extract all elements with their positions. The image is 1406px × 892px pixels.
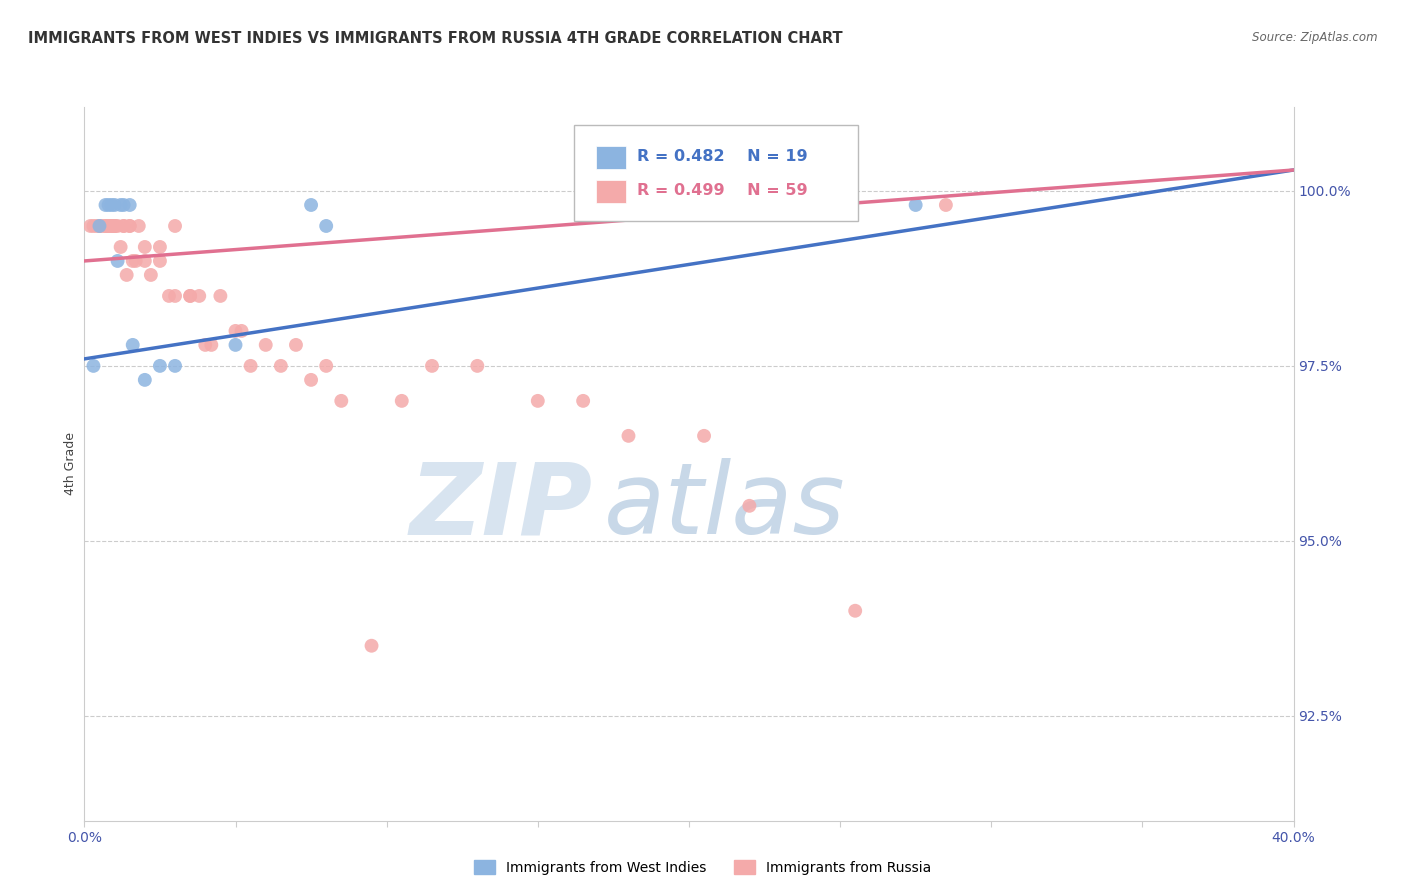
Point: [110, 198, 132, 212]
Point: [693, 429, 716, 443]
Point: [118, 219, 141, 233]
Point: [391, 393, 413, 408]
Point: [157, 289, 180, 303]
Point: [617, 198, 640, 212]
Point: [935, 198, 957, 212]
FancyBboxPatch shape: [596, 145, 626, 169]
Point: [139, 268, 162, 282]
Point: [285, 338, 308, 352]
Point: [107, 254, 129, 268]
Point: [225, 324, 247, 338]
Point: [104, 219, 127, 233]
Point: [128, 219, 150, 233]
Point: [89, 219, 111, 233]
Point: [94, 198, 117, 212]
Point: [82, 359, 104, 373]
Point: [315, 219, 337, 233]
Point: [134, 254, 156, 268]
Point: [104, 219, 127, 233]
Point: [149, 359, 172, 373]
Point: [94, 219, 117, 233]
Point: [121, 338, 143, 352]
Point: [360, 639, 382, 653]
Point: [188, 289, 211, 303]
Text: R = 0.499    N = 59: R = 0.499 N = 59: [637, 183, 807, 198]
Point: [330, 393, 353, 408]
Point: [110, 240, 132, 254]
Point: [149, 240, 172, 254]
Point: [107, 219, 129, 233]
Point: [82, 219, 104, 233]
Point: [165, 219, 187, 233]
Text: atlas: atlas: [605, 458, 846, 555]
Point: [165, 289, 187, 303]
Point: [134, 240, 156, 254]
Point: [200, 338, 222, 352]
Point: [104, 219, 127, 233]
Point: [121, 254, 143, 268]
Point: [209, 289, 232, 303]
Point: [100, 219, 122, 233]
Legend: Immigrants from West Indies, Immigrants from Russia: Immigrants from West Indies, Immigrants …: [468, 855, 938, 880]
Point: [231, 324, 253, 338]
Point: [844, 604, 866, 618]
Point: [104, 198, 127, 212]
Point: [299, 198, 322, 212]
Point: [112, 219, 135, 233]
Point: [94, 219, 117, 233]
Point: [904, 198, 927, 212]
Point: [86, 219, 108, 233]
Text: Source: ZipAtlas.com: Source: ZipAtlas.com: [1253, 31, 1378, 45]
Point: [420, 359, 443, 373]
Point: [97, 198, 120, 212]
Point: [112, 198, 135, 212]
Point: [97, 219, 120, 233]
Point: [97, 219, 120, 233]
Point: [572, 393, 595, 408]
Point: [112, 219, 135, 233]
Text: ZIP: ZIP: [409, 458, 592, 555]
Point: [179, 289, 201, 303]
Point: [299, 373, 322, 387]
Point: [100, 198, 122, 212]
Point: [315, 359, 337, 373]
Point: [239, 359, 262, 373]
Point: [467, 359, 489, 373]
Point: [134, 373, 156, 387]
Point: [617, 429, 640, 443]
Point: [118, 198, 141, 212]
Point: [225, 338, 247, 352]
Point: [91, 219, 114, 233]
Point: [118, 219, 141, 233]
Y-axis label: 4th Grade: 4th Grade: [65, 433, 77, 495]
Point: [100, 219, 122, 233]
FancyBboxPatch shape: [596, 180, 626, 203]
Point: [79, 219, 101, 233]
Point: [115, 268, 138, 282]
FancyBboxPatch shape: [574, 125, 858, 221]
Point: [194, 338, 217, 352]
Point: [179, 289, 201, 303]
Point: [149, 254, 172, 268]
Point: [270, 359, 292, 373]
Point: [527, 393, 550, 408]
Point: [89, 219, 111, 233]
Text: R = 0.482    N = 19: R = 0.482 N = 19: [637, 149, 807, 164]
Point: [125, 254, 148, 268]
Point: [738, 499, 761, 513]
Point: [254, 338, 277, 352]
Text: IMMIGRANTS FROM WEST INDIES VS IMMIGRANTS FROM RUSSIA 4TH GRADE CORRELATION CHAR: IMMIGRANTS FROM WEST INDIES VS IMMIGRANT…: [28, 31, 842, 46]
Point: [165, 359, 187, 373]
Point: [89, 219, 111, 233]
